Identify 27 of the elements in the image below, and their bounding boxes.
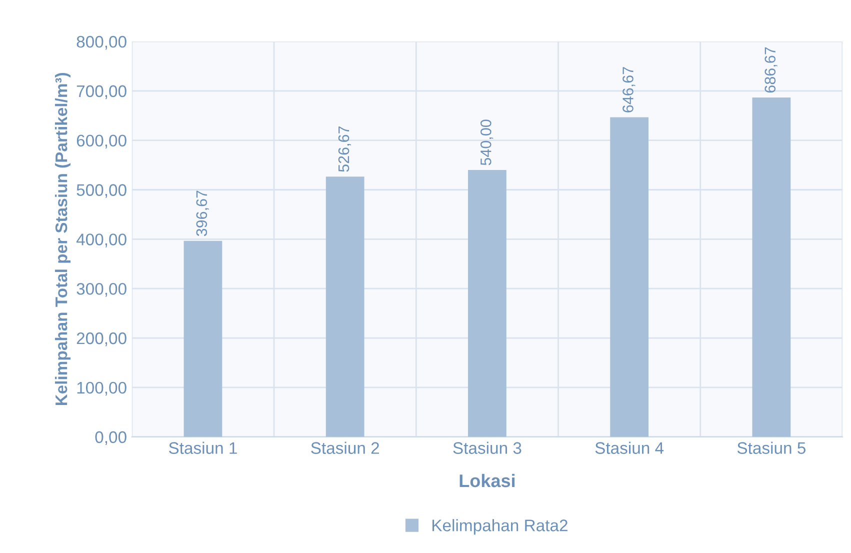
y-axis-title: Kelimpahan Total per Stasiun (Partikel/m³): [54, 72, 71, 406]
x-tick-label: Stasiun 1: [168, 442, 237, 454]
legend-label: Kelimpahan Rata2: [432, 519, 568, 535]
bar: [610, 117, 648, 437]
y-tick-label: 300,00: [76, 283, 126, 297]
bar: [326, 176, 364, 437]
x-tick-label: Stasiun 2: [311, 442, 379, 454]
y-tick-label: 700,00: [76, 85, 126, 100]
y-tick-label: 200,00: [76, 332, 126, 346]
data-label: 686,67: [764, 47, 778, 93]
bar: [468, 170, 506, 437]
data-label: 540,00: [480, 120, 494, 166]
y-tick-label: 400,00: [76, 234, 126, 248]
x-axis-title: Lokasi: [460, 474, 515, 488]
data-label: 396,67: [196, 190, 209, 236]
y-tick-label: 100,00: [77, 382, 126, 396]
y-tick-label: 500,00: [76, 184, 126, 198]
bar: [184, 240, 222, 437]
y-tick-label: 600,00: [76, 134, 126, 148]
x-tick-label: Stasiun 4: [595, 442, 664, 454]
bar: [752, 97, 791, 437]
y-tick-label: 800,00: [76, 36, 126, 50]
x-tick-label: Stasiun 3: [453, 442, 522, 454]
y-tick-label: 0,00: [95, 431, 126, 446]
data-label: 526,67: [338, 126, 351, 172]
x-tick-label: Stasiun 5: [737, 442, 806, 454]
data-label: 646,67: [622, 67, 636, 112]
